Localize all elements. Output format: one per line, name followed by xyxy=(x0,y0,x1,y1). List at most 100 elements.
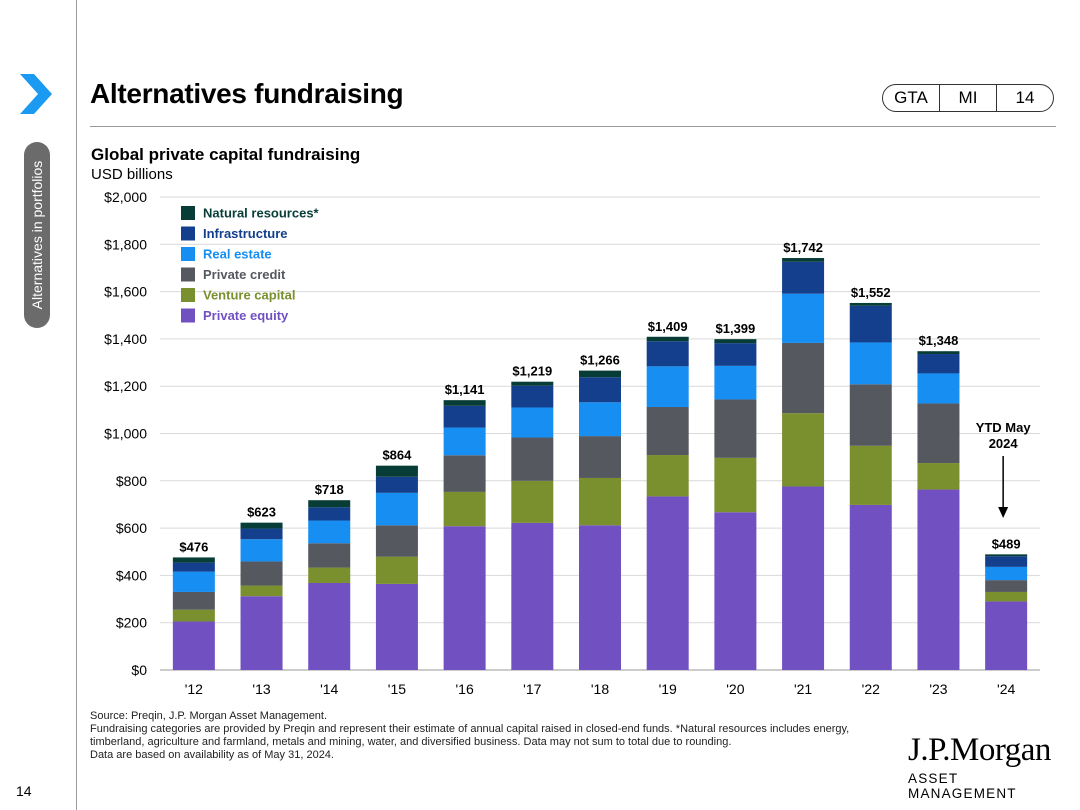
bar-segment xyxy=(172,591,215,610)
bar-segment xyxy=(511,381,554,386)
x-tick-label: '20 xyxy=(726,681,744,697)
bar-segment xyxy=(849,384,892,446)
bar-segment xyxy=(511,385,554,408)
bar-segment xyxy=(511,480,554,523)
bar-segment xyxy=(917,373,960,404)
bar-segment xyxy=(443,400,486,406)
bar-segment xyxy=(985,566,1028,581)
total-label: $718 xyxy=(315,482,344,497)
x-tick-label: '15 xyxy=(388,681,406,697)
bar-segment xyxy=(917,354,960,374)
x-tick-label: '18 xyxy=(591,681,609,697)
bar-segment xyxy=(375,492,418,526)
bar-segment xyxy=(849,305,892,343)
bar-segment xyxy=(917,489,960,670)
bar-segment xyxy=(917,403,960,464)
page-code-pill: GTA MI 14 xyxy=(882,84,1054,112)
bar-segment xyxy=(782,486,825,670)
legend-label: Infrastructure xyxy=(203,226,288,241)
pill-page-number: 14 xyxy=(996,85,1053,111)
bar-segment xyxy=(782,258,825,262)
bar-segment xyxy=(917,351,960,355)
legend-label: Real estate xyxy=(203,247,272,262)
x-tick-label: '16 xyxy=(455,681,473,697)
bar-segment xyxy=(985,580,1028,592)
y-tick-label: $1,400 xyxy=(104,331,147,347)
bar-segment xyxy=(240,596,283,670)
total-label: $476 xyxy=(179,539,208,554)
total-label: $1,399 xyxy=(716,321,756,336)
title-divider xyxy=(90,126,1056,127)
logo-subtitle: ASSET MANAGEMENT xyxy=(908,771,1017,801)
bar-segment xyxy=(172,571,215,592)
bar-segment xyxy=(714,399,757,458)
x-tick-label: '21 xyxy=(794,681,812,697)
total-label: $1,348 xyxy=(919,333,959,348)
bar-segment xyxy=(579,477,621,526)
x-tick-label: '17 xyxy=(523,681,541,697)
y-tick-label: $2,000 xyxy=(104,189,147,205)
bar-segment xyxy=(511,522,554,670)
bar-segment xyxy=(782,413,825,487)
bar-segment xyxy=(579,402,621,437)
bar-segment xyxy=(985,601,1028,670)
total-label: $1,266 xyxy=(580,353,620,368)
y-tick-label: $1,600 xyxy=(104,284,147,300)
bar-segment xyxy=(849,342,892,385)
bar-segment xyxy=(714,457,757,513)
total-label: $864 xyxy=(382,448,412,463)
bar-segment xyxy=(985,554,1028,557)
legend-label: Private credit xyxy=(203,267,286,282)
y-tick-label: $1,000 xyxy=(104,426,147,442)
bar-segment xyxy=(579,525,621,670)
bar-segment xyxy=(240,528,283,540)
bar-segment xyxy=(579,370,621,378)
bar-segment xyxy=(849,504,892,670)
bar-segment xyxy=(240,522,283,529)
bar-segment xyxy=(646,341,689,367)
legend-label: Natural resources* xyxy=(203,206,320,221)
y-tick-label: $600 xyxy=(116,520,147,536)
bar-segment xyxy=(443,491,486,527)
y-tick-label: $400 xyxy=(116,567,147,583)
annotation-arrow-head xyxy=(998,507,1009,518)
bar-segment xyxy=(714,343,757,366)
section-tab[interactable]: Alternatives in portfolios xyxy=(24,142,50,328)
y-tick-label: $1,800 xyxy=(104,236,147,252)
bar-segment xyxy=(172,609,215,622)
legend-label: Venture capital xyxy=(203,288,295,303)
y-tick-label: $0 xyxy=(131,662,147,678)
bar-segment xyxy=(782,261,825,294)
legend-swatch xyxy=(181,226,195,241)
left-divider xyxy=(76,0,77,810)
bar-segment xyxy=(782,293,825,343)
bar-segment xyxy=(714,339,757,344)
total-label: $1,552 xyxy=(851,285,891,300)
x-tick-label: '24 xyxy=(997,681,1015,697)
total-label: $489 xyxy=(992,536,1021,551)
legend-swatch xyxy=(181,206,195,220)
bar-segment xyxy=(172,557,215,563)
total-label: $1,742 xyxy=(783,240,823,255)
bar-segment xyxy=(375,525,418,557)
y-tick-label: $800 xyxy=(116,473,147,489)
bar-segment xyxy=(985,556,1028,567)
bar-segment xyxy=(308,520,351,544)
bar-segment xyxy=(240,585,283,597)
annotation-text: 2024 xyxy=(989,436,1019,451)
x-tick-label: '23 xyxy=(929,681,947,697)
bar-segment xyxy=(782,342,825,414)
legend-swatch xyxy=(181,288,195,302)
pill-code-mi: MI xyxy=(939,85,996,111)
bar-segment xyxy=(443,427,486,456)
x-tick-label: '13 xyxy=(252,681,270,697)
bar-segment xyxy=(985,591,1028,602)
bar-segment xyxy=(308,507,351,521)
bar-segment xyxy=(714,512,757,670)
bar-segment xyxy=(240,539,283,562)
bar-segment xyxy=(240,561,283,586)
total-label: $1,409 xyxy=(648,319,688,334)
x-tick-label: '19 xyxy=(659,681,677,697)
fundraising-bar-chart: $0 $200 $400 $600 $800 $1,000 $1,200 $1,400 $1,6… xyxy=(104,189,1040,697)
x-tick-label: '12 xyxy=(185,681,203,697)
